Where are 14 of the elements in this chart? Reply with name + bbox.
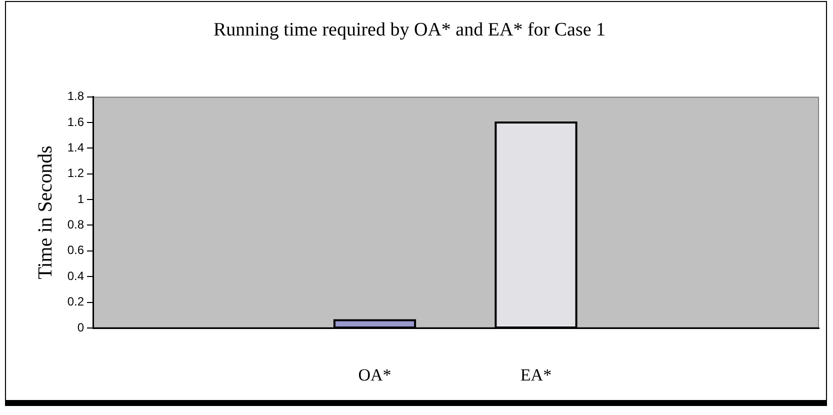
x-tick-label: EA* [520, 366, 552, 385]
y-tick-label: 0.2 [67, 294, 84, 309]
y-tick-label: 0.8 [67, 218, 84, 232]
x-tick-label: OA* [358, 366, 392, 385]
y-tick-label: 1.2 [67, 166, 84, 180]
y-tick-label: 0.4 [67, 268, 84, 283]
chart-title: Running time required by OA* and EA* for Case 1 [213, 19, 606, 40]
y-tick-label: 1 [77, 192, 84, 206]
y-tick-label: 0.6 [67, 243, 84, 258]
y-axis-title: Time in Seconds [34, 145, 56, 280]
y-tick-label: 1.6 [67, 114, 84, 129]
y-tick-label: 0 [77, 320, 84, 334]
y-tick-label: 1.8 [67, 89, 84, 104]
y-tick-label: 1.4 [67, 140, 84, 154]
